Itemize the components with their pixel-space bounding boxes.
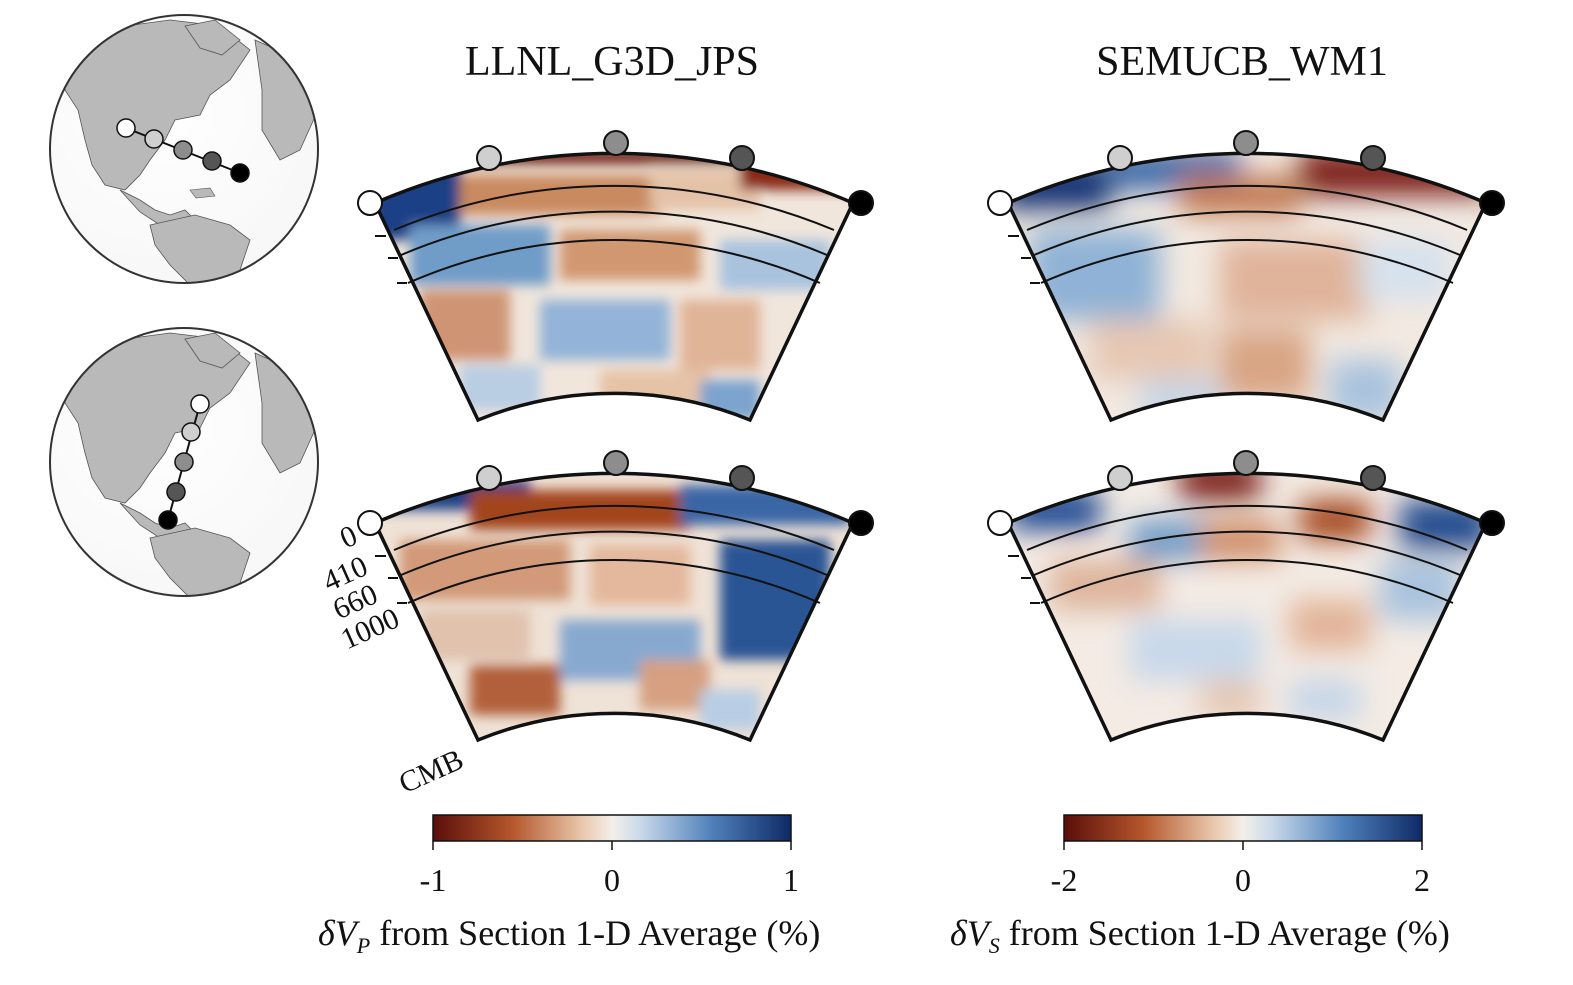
profile-marker-2: [144, 129, 164, 149]
profile-marker-1: [357, 510, 383, 536]
profile-marker-4: [166, 482, 186, 502]
profile-marker-3: [1233, 130, 1259, 156]
profile-marker-5: [848, 190, 874, 216]
profile-marker-4: [729, 145, 755, 171]
location-globe-top: [49, 14, 319, 284]
profile-marker-4: [202, 151, 222, 171]
profile-marker-3: [603, 450, 629, 476]
panel-title-llnl: LLNL_G3D_JPS: [464, 39, 760, 85]
profile-marker-5: [158, 510, 178, 530]
profile-marker-3: [173, 140, 193, 160]
colorbar-vp-tick-max: 1: [783, 862, 799, 898]
colorbar-vs-tick-max: 2: [1414, 862, 1430, 898]
cross-section-semucb-top: [987, 130, 1505, 423]
profile-marker-3: [174, 452, 194, 472]
profile-marker-2: [476, 465, 502, 491]
profile-marker-4: [1360, 145, 1386, 171]
profile-marker-4: [1360, 465, 1386, 491]
profile-marker-5: [848, 510, 874, 536]
profile-marker-5: [230, 163, 250, 183]
cross-section-llnl-bottom: [357, 450, 874, 743]
panel-title-semucb: SEMUCB_WM1: [1096, 39, 1388, 85]
profile-marker-2: [181, 422, 201, 442]
colorbar-vp: [432, 814, 792, 850]
colorbar-vs-label: δVS from Section 1-D Average (%): [950, 913, 1450, 959]
profile-marker-1: [116, 118, 136, 138]
profile-marker-1: [987, 190, 1013, 216]
cross-section-semucb-bottom: [987, 450, 1505, 743]
colorbar-vs: [1063, 814, 1423, 850]
location-globe-bottom: [49, 327, 319, 597]
colorbar-vs-tick-zero: 0: [1235, 862, 1251, 898]
colorbar-vs-tick-min: -2: [1050, 862, 1078, 898]
profile-marker-4: [729, 465, 755, 491]
profile-marker-2: [1107, 145, 1133, 171]
profile-marker-1: [357, 190, 383, 216]
profile-marker-5: [1479, 190, 1505, 216]
profile-marker-3: [1233, 450, 1259, 476]
colorbar-vp-tick-min: -1: [419, 862, 447, 898]
cross-section-llnl-top: [357, 130, 874, 423]
profile-marker-1: [987, 510, 1013, 536]
colorbar-vp-tick-zero: 0: [604, 862, 620, 898]
profile-marker-2: [476, 145, 502, 171]
profile-marker-3: [603, 130, 629, 156]
profile-marker-1: [190, 394, 210, 414]
land-masses: [59, 19, 318, 283]
profile-marker-5: [1479, 510, 1505, 536]
profile-marker-2: [1107, 465, 1133, 491]
colorbar-vp-label: δVP from Section 1-D Average (%): [318, 913, 821, 959]
